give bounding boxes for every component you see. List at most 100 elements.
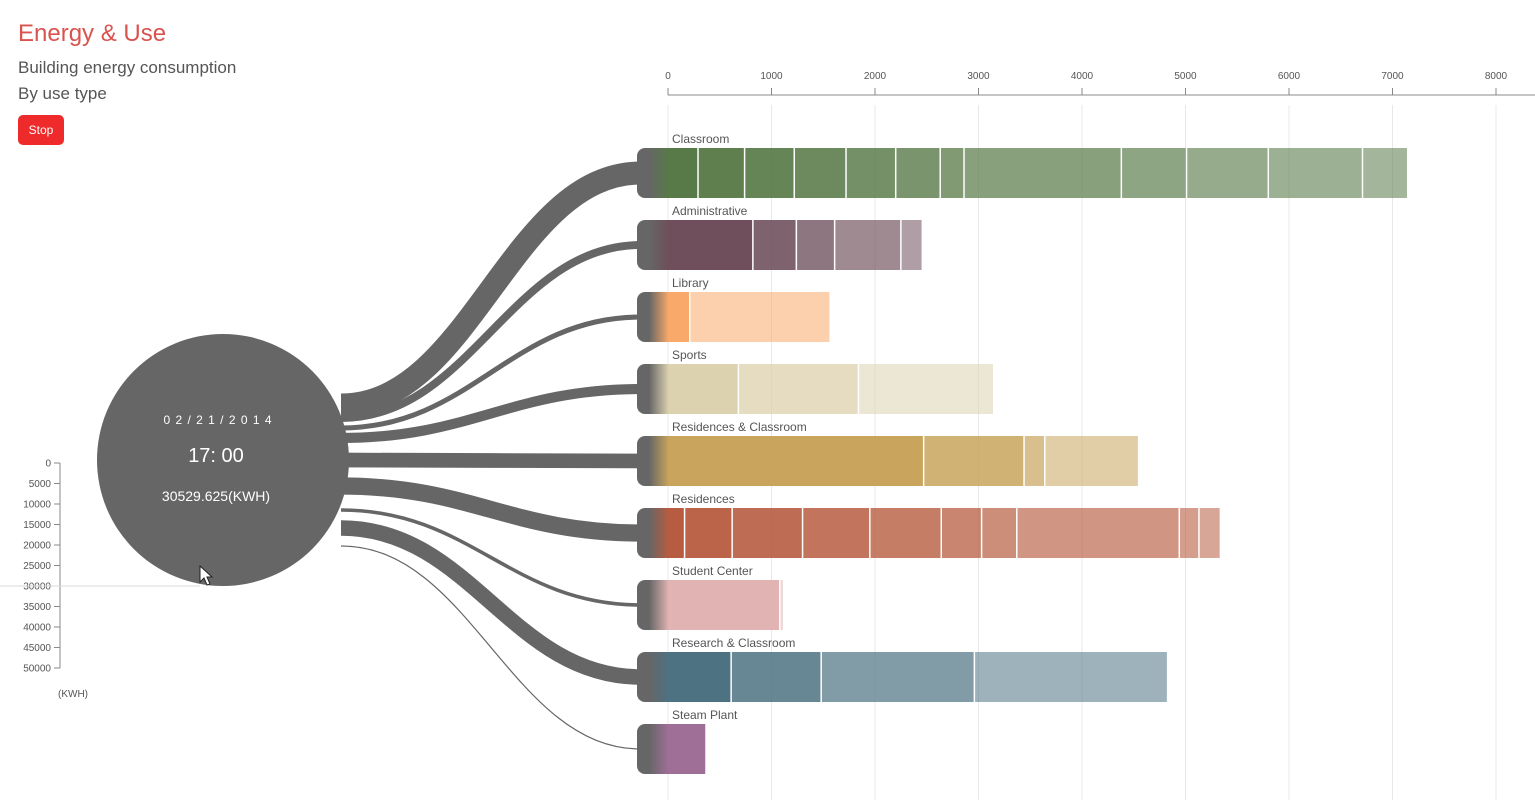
hub-time: 17: 00 (188, 445, 244, 467)
bar-segment (981, 508, 1017, 558)
flow-administrative (340, 241, 642, 422)
bar-segment (744, 148, 795, 198)
bar-segment (1186, 148, 1269, 198)
bar-gradient (649, 724, 669, 774)
x-tick-label: 7000 (1381, 71, 1404, 82)
scale-tick-label: 10000 (23, 500, 51, 511)
bar-segment (731, 652, 822, 702)
scale-tick-label: 30000 (23, 582, 51, 593)
category-label: Research & Classroom (672, 636, 795, 650)
scale-tick-label: 20000 (23, 541, 51, 552)
bar-segment (779, 580, 783, 630)
bar-segment (802, 508, 870, 558)
flow-layer (340, 161, 642, 750)
x-tick-label: 6000 (1278, 71, 1301, 82)
bar-segment (941, 508, 982, 558)
bar-segment (821, 652, 975, 702)
bar-gradient (649, 652, 669, 702)
scale-unit-label: (KWH) (58, 689, 88, 700)
flow-library (340, 314, 642, 431)
bar-segment (1362, 148, 1407, 198)
bar-gradient (649, 292, 669, 342)
flow-classroom (340, 161, 642, 417)
flow-residences-classroom (340, 452, 642, 469)
bar-segment (668, 436, 924, 486)
bar-segment (698, 148, 745, 198)
scale-axis: 0 5000 10000 15000 20000 25000 30000 35000 40000… (0, 459, 200, 700)
bar-gradient (649, 436, 669, 486)
bar-segment (1044, 436, 1138, 486)
bar-gradient (649, 220, 669, 270)
bar-steam-plant[interactable]: Steam Plant (637, 708, 738, 774)
flow-sports (340, 383, 642, 444)
bar-student-center[interactable]: Student Center (637, 564, 783, 630)
stop-button[interactable]: Stop (18, 115, 64, 145)
flow-residences (340, 477, 642, 542)
category-label: Classroom (672, 132, 729, 146)
bar-gradient (649, 580, 669, 630)
x-tick-label: 5000 (1174, 71, 1197, 82)
bar-gradient (649, 148, 669, 198)
bar-library[interactable]: Library (637, 276, 830, 342)
bar-segment (858, 364, 993, 414)
x-tick-label: 2000 (864, 71, 887, 82)
bar-segment (668, 364, 739, 414)
x-tick-label: 0 (665, 71, 671, 82)
category-label: Sports (672, 348, 707, 362)
page-subtitle-secondary: By use type (18, 84, 107, 103)
scale-tick-label: 25000 (23, 561, 51, 572)
category-label: Administrative (672, 204, 748, 218)
cursor-icon (199, 564, 214, 586)
category-label: Residences & Classroom (672, 420, 807, 434)
bar-segment (1121, 148, 1187, 198)
bar-segment (1024, 436, 1045, 486)
bar-segment (974, 652, 1167, 702)
flow-steam-plant (340, 545, 642, 750)
page-subtitle: Building energy consumption (18, 58, 237, 77)
bar-segment (684, 508, 733, 558)
scale-tick-label: 5000 (29, 479, 52, 490)
x-tick-label: 1000 (760, 71, 783, 82)
bar-layer: Classroom Administrative Library Sports Resi… (637, 132, 1407, 774)
bar-residences[interactable]: Residences (637, 492, 1220, 558)
flow-student-center (340, 508, 642, 607)
bar-segment (834, 220, 901, 270)
page-title: Energy & Use (18, 20, 167, 47)
bar-residences-classroom[interactable]: Residences & Classroom (637, 420, 1138, 486)
bar-segment (1016, 508, 1180, 558)
bar-segment (1179, 508, 1199, 558)
bar-segment (668, 580, 780, 630)
bar-segment (668, 652, 732, 702)
x-tick-label: 3000 (967, 71, 990, 82)
bar-segment (796, 220, 835, 270)
bar-segment (900, 220, 922, 270)
bar-segment (689, 292, 830, 342)
bar-segment (668, 292, 690, 342)
hub-date: 0 2 / 2 1 / 2 0 1 4 (163, 413, 272, 427)
bar-segment (732, 508, 803, 558)
bar-administrative[interactable]: Administrative (637, 204, 922, 270)
bar-classroom[interactable]: Classroom (637, 132, 1407, 198)
bar-segment (940, 148, 965, 198)
bar-segment (846, 148, 896, 198)
category-label: Library (672, 276, 709, 290)
bar-segment (869, 508, 942, 558)
bar-segment (668, 148, 699, 198)
bar-segment (668, 724, 706, 774)
category-label: Student Center (672, 564, 753, 578)
flow-research-classroom (340, 520, 642, 685)
bar-segment (1198, 508, 1220, 558)
bar-research-classroom[interactable]: Research & Classroom (637, 636, 1167, 702)
x-axis: 0 1000 2000 3000 4000 5000 6000 7000 8000 (665, 71, 1535, 96)
hub-circle (97, 334, 349, 586)
category-label: Residences (672, 492, 735, 506)
scale-tick-label: 15000 (23, 520, 51, 531)
bar-segment (668, 508, 685, 558)
bar-sports[interactable]: Sports (637, 348, 993, 414)
scale-tick-label: 50000 (23, 664, 51, 675)
scale-tick-label: 35000 (23, 602, 51, 613)
scale-tick-label: 45000 (23, 643, 51, 654)
bar-segment (752, 220, 797, 270)
bar-gradient (649, 508, 669, 558)
